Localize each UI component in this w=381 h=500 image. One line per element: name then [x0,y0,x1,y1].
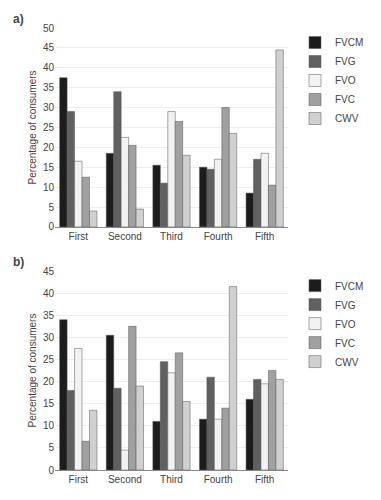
svg-text:50: 50 [43,23,55,34]
svg-text:15: 15 [43,398,55,409]
svg-text:30: 30 [43,102,55,113]
svg-text:Second: Second [108,231,142,242]
svg-text:FVG: FVG [335,300,356,311]
svg-text:5: 5 [48,442,54,453]
svg-text:10: 10 [43,420,55,431]
svg-text:5: 5 [48,202,54,213]
svg-text:FVC: FVC [335,338,355,349]
svg-text:FVC: FVC [335,94,355,105]
svg-text:First: First [69,474,89,485]
svg-text:40: 40 [43,288,55,299]
svg-text:Percentage of consumers: Percentage of consumers [27,314,38,428]
svg-text:First: First [69,231,89,242]
svg-text:45: 45 [43,266,55,277]
svg-text:20: 20 [43,376,55,387]
svg-text:Fifth: Fifth [255,474,274,485]
svg-text:35: 35 [43,310,55,321]
svg-text:Third: Third [160,231,183,242]
svg-text:Fourth: Fourth [204,231,233,242]
svg-text:Third: Third [160,474,183,485]
svg-text:FVO: FVO [335,319,356,330]
svg-text:FVCM: FVCM [335,37,363,48]
svg-text:25: 25 [43,122,55,133]
svg-text:20: 20 [43,142,55,153]
svg-text:FVO: FVO [335,75,356,86]
svg-text:FVCM: FVCM [335,281,363,292]
svg-text:10: 10 [43,182,55,193]
svg-text:35: 35 [43,82,55,93]
svg-text:40: 40 [43,62,55,73]
svg-text:Percentage of consumers: Percentage of consumers [27,70,38,184]
svg-text:CWV: CWV [335,113,359,124]
svg-text:b): b) [13,255,24,269]
svg-text:Fifth: Fifth [255,231,274,242]
svg-text:0: 0 [48,221,54,232]
svg-text:30: 30 [43,332,55,343]
svg-text:25: 25 [43,354,55,365]
svg-text:Second: Second [108,474,142,485]
svg-text:45: 45 [43,42,55,53]
svg-text:FVG: FVG [335,56,356,67]
svg-text:15: 15 [43,162,55,173]
svg-text:0: 0 [48,465,54,476]
svg-text:Fourth: Fourth [204,474,233,485]
svg-text:a): a) [13,12,24,26]
svg-text:CWV: CWV [335,357,359,368]
